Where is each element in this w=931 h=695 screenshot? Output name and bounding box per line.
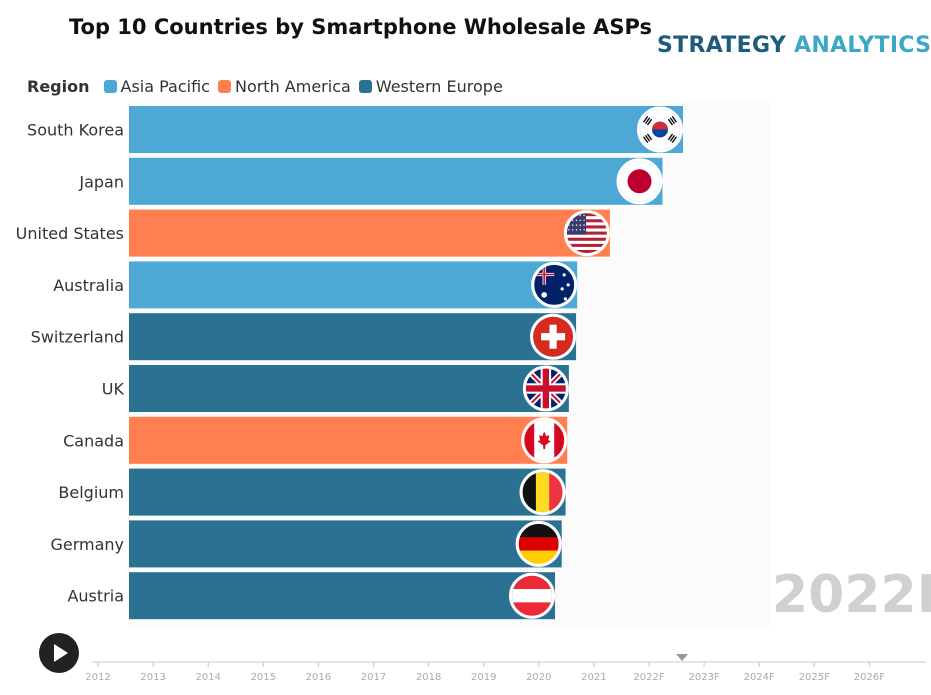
chart-title: Top 10 Countries by Smartphone Wholesale… bbox=[69, 15, 653, 39]
timeline-label-2016[interactable]: 2016 bbox=[306, 672, 331, 683]
category-label-canada: Canada bbox=[63, 431, 124, 450]
timeline-label-2020[interactable]: 2020 bbox=[526, 672, 551, 683]
bar-germany bbox=[129, 520, 562, 568]
legend-label: North America bbox=[234, 76, 351, 96]
bar-south-korea bbox=[129, 106, 683, 153]
bar-canada bbox=[129, 416, 568, 464]
timeline-label-2013[interactable]: 2013 bbox=[140, 672, 165, 683]
legend-item-north-america[interactable]: North America bbox=[217, 76, 351, 96]
category-label-uk: UK bbox=[102, 380, 125, 399]
legend-item-asia-pacific[interactable]: Asia Pacific bbox=[103, 76, 210, 96]
category-label-south-korea: South Korea bbox=[27, 121, 124, 140]
timeline-label-2024f[interactable]: 2024F bbox=[744, 672, 775, 683]
timeline-label-2014[interactable]: 2014 bbox=[195, 672, 220, 683]
timeline-label-2019[interactable]: 2019 bbox=[471, 672, 496, 683]
switzerland-flag bbox=[530, 313, 577, 360]
timeline-label-2015[interactable]: 2015 bbox=[251, 672, 276, 683]
brand-word-1: STRATEGY bbox=[657, 33, 787, 58]
category-label-germany: Germany bbox=[50, 535, 124, 554]
germany-flag bbox=[515, 520, 562, 567]
belgium-flag bbox=[519, 469, 566, 516]
legend-swatch-north-america bbox=[217, 79, 231, 93]
timeline-label-2026f[interactable]: 2026F bbox=[854, 672, 885, 683]
timeline-label-2012[interactable]: 2012 bbox=[85, 672, 110, 683]
canada-flag bbox=[521, 417, 568, 464]
category-label-belgium: Belgium bbox=[58, 483, 124, 502]
legend: Region Asia Pacific North America Wester… bbox=[27, 75, 511, 97]
timeline-label-2018[interactable]: 2018 bbox=[416, 672, 441, 683]
uk-flag bbox=[522, 365, 569, 412]
bar-japan bbox=[129, 157, 663, 205]
category-label-japan: Japan bbox=[78, 172, 124, 191]
category-label-united-states: United States bbox=[16, 224, 124, 243]
timeline-label-2021[interactable]: 2021 bbox=[581, 672, 606, 683]
bar-united-states bbox=[129, 209, 610, 257]
category-label-austria: Austria bbox=[67, 587, 124, 606]
south-korea-flag bbox=[637, 106, 683, 153]
current-year-watermark: 2022F bbox=[772, 565, 931, 625]
bar-uk bbox=[129, 365, 569, 412]
timeline-label-2022f[interactable]: 2022F bbox=[633, 672, 664, 683]
australia-flag bbox=[531, 261, 578, 308]
japan-flag bbox=[616, 158, 663, 205]
timeline-label-2025f[interactable]: 2025F bbox=[799, 672, 830, 683]
timeline-label-2017[interactable]: 2017 bbox=[361, 672, 386, 683]
legend-label: Asia Pacific bbox=[120, 76, 210, 96]
category-label-switzerland: Switzerland bbox=[31, 328, 124, 347]
timeline-position-marker[interactable] bbox=[676, 654, 689, 661]
legend-swatch-western-europe bbox=[358, 79, 372, 93]
bar-switzerland bbox=[129, 313, 577, 361]
brand-logo: STRATEGY ANALYTICS bbox=[657, 33, 931, 58]
legend-title: Region bbox=[27, 76, 90, 96]
play-button[interactable] bbox=[39, 633, 79, 673]
legend-label: Western Europe bbox=[375, 76, 503, 96]
legend-item-western-europe[interactable]: Western Europe bbox=[358, 76, 503, 96]
legend-swatch-asia-pacific bbox=[103, 79, 117, 93]
usa-flag bbox=[563, 210, 610, 257]
category-label-australia: Australia bbox=[53, 276, 124, 295]
bar-belgium bbox=[129, 468, 566, 516]
bar-australia bbox=[129, 261, 578, 309]
timeline-label-2023f[interactable]: 2023F bbox=[688, 672, 719, 683]
austria-flag bbox=[509, 572, 556, 619]
brand-word-2: ANALYTICS bbox=[794, 33, 931, 58]
bar-austria bbox=[129, 572, 556, 620]
